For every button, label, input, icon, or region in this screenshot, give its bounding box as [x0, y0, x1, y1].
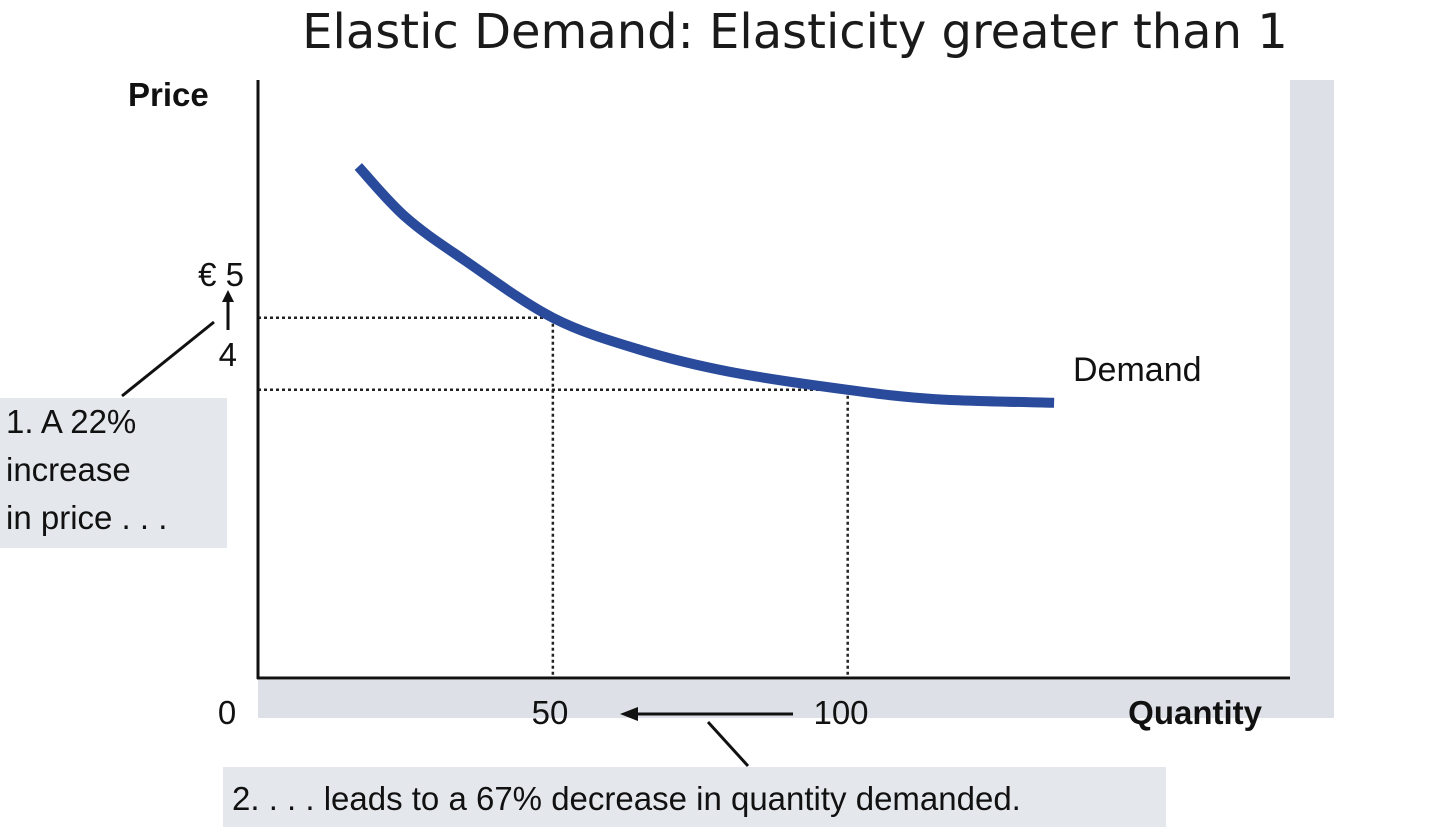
- price-annotation-box: [0, 398, 227, 548]
- series-label-demand: Demand: [1073, 351, 1202, 389]
- price-up-arrowhead: [222, 290, 234, 302]
- x-tick-label-100: 100: [813, 694, 868, 731]
- reference-lines: [258, 316, 849, 678]
- quantity-annotation-text: 2. . . . leads to a 67% decrease in quan…: [232, 780, 1021, 817]
- price-annotation-line-3: in price . . .: [6, 499, 167, 536]
- quantity-annotation-pointer: [706, 720, 750, 768]
- x-axis-title: Quantity: [1128, 694, 1262, 731]
- y-tick-label-4: 4: [219, 336, 237, 373]
- x-tick-label-50: 50: [532, 694, 569, 731]
- quantity-annotation-box: [223, 767, 1166, 827]
- price-annotation-pointer: [121, 320, 215, 398]
- quantity-left-arrowhead: [620, 707, 638, 721]
- y-axis-title: Price: [128, 76, 209, 113]
- plot-shadow-bottom: [258, 680, 1334, 718]
- price-annotation-line-1: 1. A 22%: [6, 403, 136, 440]
- demand-curve: [354, 163, 1055, 408]
- origin-label: 0: [218, 694, 236, 731]
- plot-shadow-right: [1290, 80, 1334, 718]
- chart-title: Elastic Demand: Elasticity greater than …: [302, 4, 1288, 60]
- price-annotation-line-2: increase: [6, 451, 131, 488]
- y-tick-label-5: € 5: [198, 256, 244, 293]
